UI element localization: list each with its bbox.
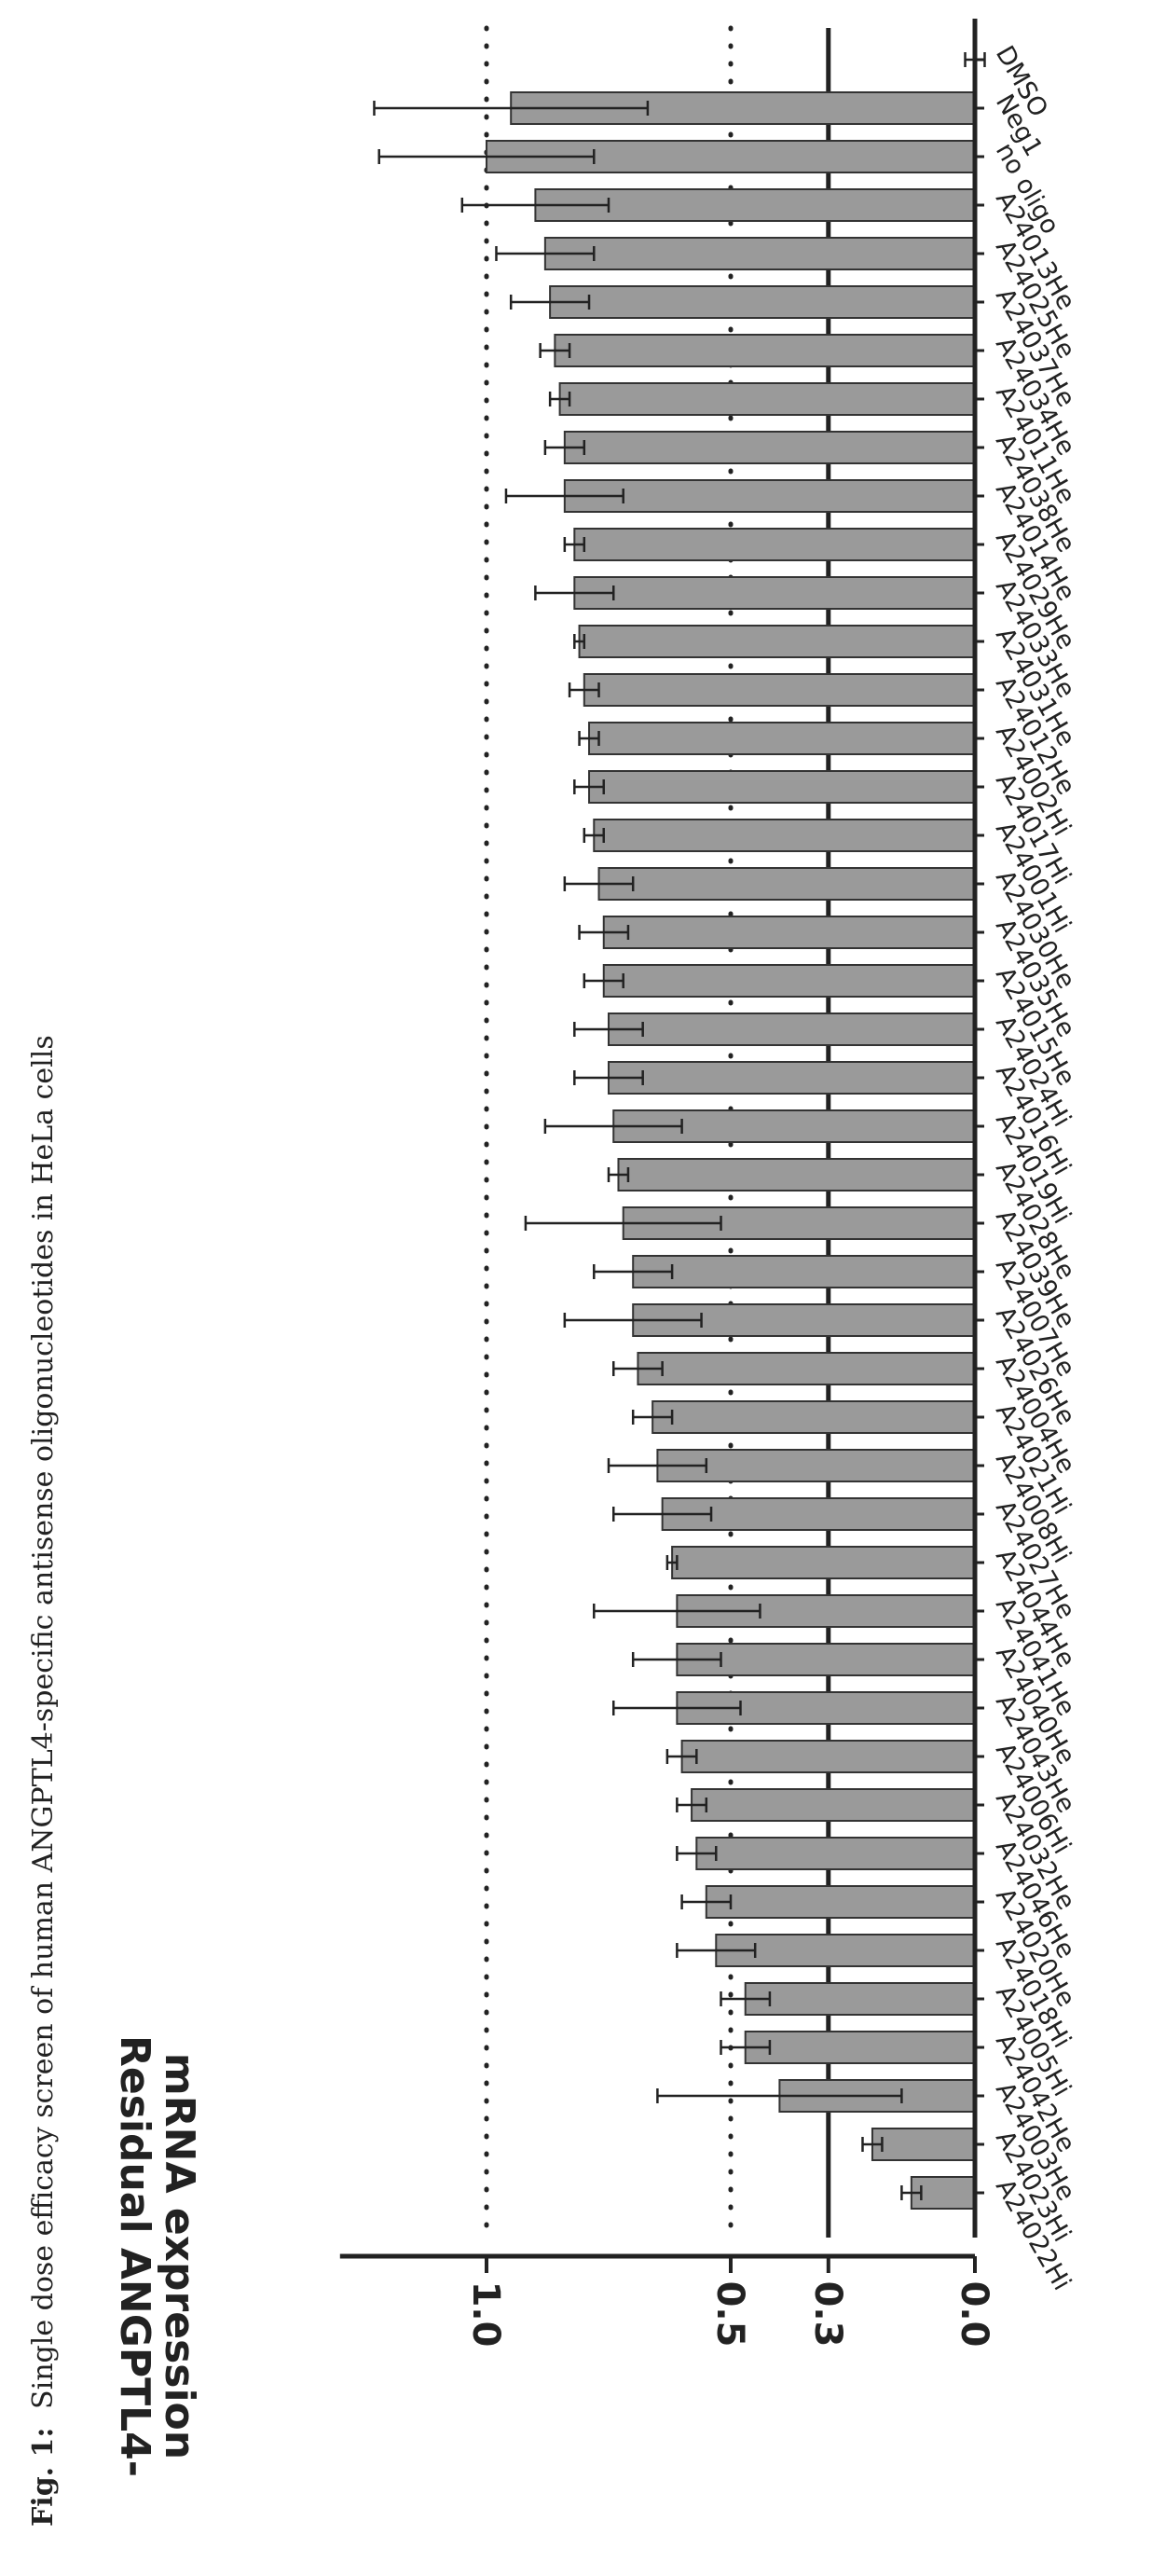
bar (543, 237, 976, 270)
bar (676, 1643, 976, 1676)
bar (871, 2128, 977, 2161)
bar (593, 819, 977, 852)
bar (573, 576, 976, 610)
bar (608, 1061, 976, 1095)
bar (744, 2031, 976, 2064)
bar (583, 673, 976, 707)
bar (680, 1740, 976, 1773)
bar (671, 1546, 976, 1579)
y-axis-title-line1: Residual ANGPTL4- (111, 2035, 158, 2477)
bar (573, 528, 976, 561)
bar (744, 1982, 976, 2016)
bar (602, 964, 976, 998)
value-tick-label: 0.3 (806, 2281, 849, 2348)
bar (578, 625, 976, 658)
svg-text:Fig. 1: Single dose effi: Fig. 1: Single dose efficacy screen of h… (27, 1035, 60, 2527)
bar (602, 916, 976, 949)
bar (597, 867, 977, 901)
value-tick-label: 0.5 (708, 2281, 751, 2348)
bar (554, 334, 976, 367)
bar (563, 431, 977, 464)
bar (651, 1400, 976, 1434)
bar (695, 1837, 976, 1870)
bar (637, 1352, 976, 1385)
bar (549, 285, 976, 319)
bar (705, 1885, 976, 1919)
bar (588, 770, 976, 804)
bar (691, 1788, 977, 1822)
y-axis-title-line2: mRNA expression (156, 2053, 203, 2459)
value-tick-label: 0.0 (953, 2281, 995, 2348)
bar (632, 1255, 976, 1288)
figure-caption: Fig. 1: Single dose efficacy screen of h… (27, 1035, 60, 2527)
value-tick-label: 1.0 (464, 2281, 507, 2348)
bar (661, 1497, 976, 1531)
bar (608, 1012, 976, 1046)
y-axis-title: Residual ANGPTL4- mRNA expression (111, 2035, 203, 2477)
bar (617, 1158, 976, 1192)
bar (558, 382, 976, 416)
bar (588, 722, 976, 755)
bar (563, 479, 977, 513)
caption-text: Single dose efficacy screen of human ANG… (27, 1035, 60, 2409)
caption-prefix: Fig. 1: (27, 2427, 60, 2527)
